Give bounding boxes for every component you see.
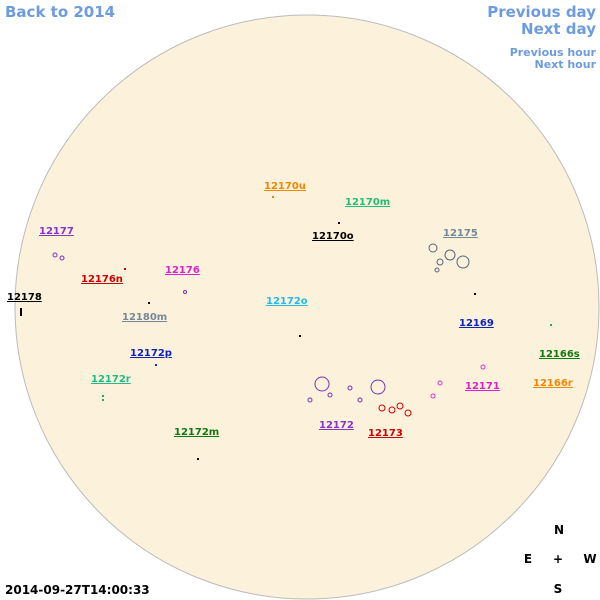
region-label[interactable]: 12177 [39, 226, 74, 237]
region-label[interactable]: 12178 [7, 292, 42, 303]
region-label[interactable]: 12176 [165, 265, 200, 276]
nav-link[interactable]: Previous day [487, 3, 596, 21]
sunspots [20, 196, 552, 460]
region-label[interactable]: 12175 [443, 228, 478, 239]
compass-north: N [554, 523, 564, 537]
region-label[interactable]: 12180m [122, 312, 167, 323]
region-label[interactable]: 12170m [345, 197, 390, 208]
region-label[interactable]: 12172o [266, 296, 308, 307]
compass-south: S [554, 582, 563, 596]
region-label[interactable]: 12166s [539, 349, 580, 360]
region-label[interactable]: 12172m [174, 427, 219, 438]
compass: N E + W S [524, 523, 597, 596]
nav-link[interactable]: Next hour [535, 58, 597, 71]
timestamp: 2014-09-27T14:00:33 [5, 583, 150, 597]
compass-east: E [524, 552, 532, 566]
region-label[interactable]: 12176n [81, 274, 123, 285]
region-labels: 12170u 12170m 12170o 12175 12177 12176n … [7, 181, 580, 439]
region-label[interactable]: 12169 [459, 318, 494, 329]
compass-west: W [583, 552, 596, 566]
region-label[interactable]: 12170o [312, 231, 354, 242]
region-label[interactable]: 12173 [368, 428, 403, 439]
solar-disk [14, 14, 600, 600]
nav-link[interactable]: Previous hour [510, 46, 597, 59]
region-label[interactable]: 12170u [264, 181, 306, 192]
region-label[interactable]: 12171 [465, 381, 500, 392]
nav-link[interactable]: Next day [521, 20, 596, 38]
region-label[interactable]: 12172p [130, 348, 172, 359]
compass-center: + [553, 552, 563, 566]
region-label[interactable]: 12172 [319, 420, 354, 431]
region-label[interactable]: 12172r [91, 374, 131, 385]
nav-link[interactable]: Back to 2014 [5, 3, 115, 21]
region-label[interactable]: 12166r [533, 378, 573, 389]
